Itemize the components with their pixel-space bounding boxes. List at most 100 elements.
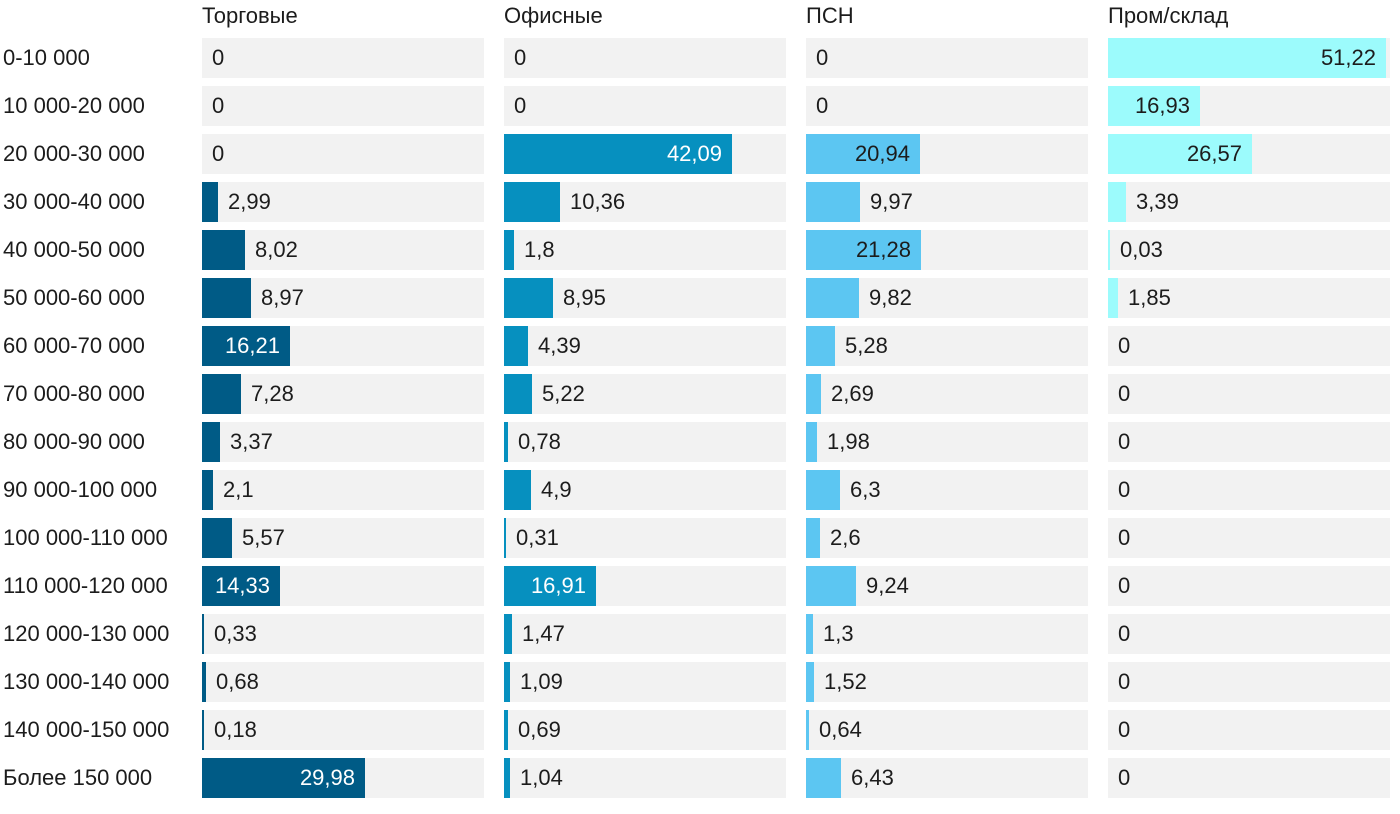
value-label: 0 xyxy=(1118,525,1131,550)
data-bar xyxy=(806,470,840,510)
series-header: Пром/склад xyxy=(1108,3,1229,28)
value-label: 3,37 xyxy=(230,429,273,454)
value-label: 7,28 xyxy=(251,381,294,406)
value-label: 1,85 xyxy=(1128,285,1171,310)
value-label: 0,03 xyxy=(1120,237,1163,262)
data-bar xyxy=(806,518,820,558)
data-bar xyxy=(504,758,510,798)
category-label: 110 000-120 000 xyxy=(3,573,168,598)
value-label: 1,98 xyxy=(827,429,870,454)
value-label: 4,9 xyxy=(541,477,572,502)
bar-track xyxy=(202,614,484,654)
value-label: 8,02 xyxy=(255,237,298,262)
category-label: 50 000-60 000 xyxy=(3,285,145,310)
value-label: 8,97 xyxy=(261,285,304,310)
value-label: 9,97 xyxy=(870,189,913,214)
data-bar xyxy=(504,566,596,606)
value-label: 0,18 xyxy=(214,717,257,742)
bar-track xyxy=(504,326,786,366)
value-label: 20,94 xyxy=(854,141,910,166)
data-bar xyxy=(806,278,859,318)
category-label: 0-10 000 xyxy=(3,45,90,70)
value-label: 0 xyxy=(1118,717,1131,742)
data-bar xyxy=(1108,134,1252,174)
value-label: 0 xyxy=(816,45,829,70)
category-label: 100 000-110 000 xyxy=(3,525,168,550)
bar-track xyxy=(1108,278,1390,318)
bar-track xyxy=(806,710,1088,750)
value-label: 29,98 xyxy=(299,765,355,790)
data-bar xyxy=(1108,38,1386,78)
bar-track xyxy=(202,134,484,174)
data-bar xyxy=(504,326,528,366)
bar-track xyxy=(1108,326,1390,366)
category-label: 20 000-30 000 xyxy=(3,141,145,166)
value-label: 5,28 xyxy=(845,333,888,358)
bar-track xyxy=(806,374,1088,414)
bar-track xyxy=(504,614,786,654)
value-label: 0,31 xyxy=(516,525,559,550)
category-label: 120 000-130 000 xyxy=(3,621,170,646)
bar-track xyxy=(202,518,484,558)
bar-track xyxy=(504,422,786,462)
bar-track xyxy=(806,518,1088,558)
bar-track xyxy=(1108,758,1390,798)
data-bar xyxy=(504,710,508,750)
value-label: 4,39 xyxy=(538,333,581,358)
data-bar xyxy=(202,374,241,414)
bar-track xyxy=(202,38,484,78)
data-bar xyxy=(1108,230,1110,270)
value-label: 2,6 xyxy=(830,525,861,550)
category-label: 30 000-40 000 xyxy=(3,189,145,214)
bar-track xyxy=(504,662,786,702)
data-bar xyxy=(202,470,213,510)
value-label: 5,22 xyxy=(542,381,585,406)
value-label: 1,04 xyxy=(520,765,563,790)
value-label: 9,24 xyxy=(866,573,909,598)
data-bar xyxy=(504,374,532,414)
value-label: 0 xyxy=(816,93,829,118)
value-label: 1,47 xyxy=(522,621,565,646)
value-label: 6,3 xyxy=(850,477,881,502)
value-label: 0 xyxy=(212,141,225,166)
data-bar xyxy=(202,710,204,750)
series-header: Офисные xyxy=(504,3,603,28)
data-bar xyxy=(806,710,809,750)
value-label: 0 xyxy=(1118,333,1131,358)
category-label: 80 000-90 000 xyxy=(3,429,145,454)
bar-track xyxy=(1108,518,1390,558)
bar-track xyxy=(1108,374,1390,414)
value-label: 2,1 xyxy=(223,477,254,502)
data-bar xyxy=(202,614,204,654)
value-label: 10,36 xyxy=(570,189,626,214)
value-label: 0,78 xyxy=(518,429,561,454)
category-label: 10 000-20 000 xyxy=(3,93,145,118)
data-bar xyxy=(504,230,514,270)
value-label: 0,33 xyxy=(214,621,257,646)
value-label: 3,39 xyxy=(1136,189,1179,214)
value-label: 0 xyxy=(1118,621,1131,646)
data-bar xyxy=(202,518,232,558)
data-bar xyxy=(806,374,821,414)
data-bar xyxy=(202,182,218,222)
value-label: 1,09 xyxy=(520,669,563,694)
category-label: 40 000-50 000 xyxy=(3,237,145,262)
bar-track xyxy=(202,422,484,462)
value-label: 0,68 xyxy=(216,669,259,694)
value-label: 1,8 xyxy=(524,237,555,262)
bar-track xyxy=(1108,230,1390,270)
category-label: 130 000-140 000 xyxy=(3,669,170,694)
bar-track xyxy=(806,614,1088,654)
bar-track xyxy=(1108,710,1390,750)
value-label: 0,69 xyxy=(518,717,561,742)
bar-track xyxy=(1108,566,1390,606)
bar-track xyxy=(806,662,1088,702)
value-label: 51,22 xyxy=(1320,45,1376,70)
value-label: 42,09 xyxy=(666,141,722,166)
series-header: ПСН xyxy=(806,3,854,28)
category-label: 70 000-80 000 xyxy=(3,381,145,406)
data-bar xyxy=(1108,278,1118,318)
bar-track xyxy=(806,422,1088,462)
data-bar xyxy=(202,230,245,270)
